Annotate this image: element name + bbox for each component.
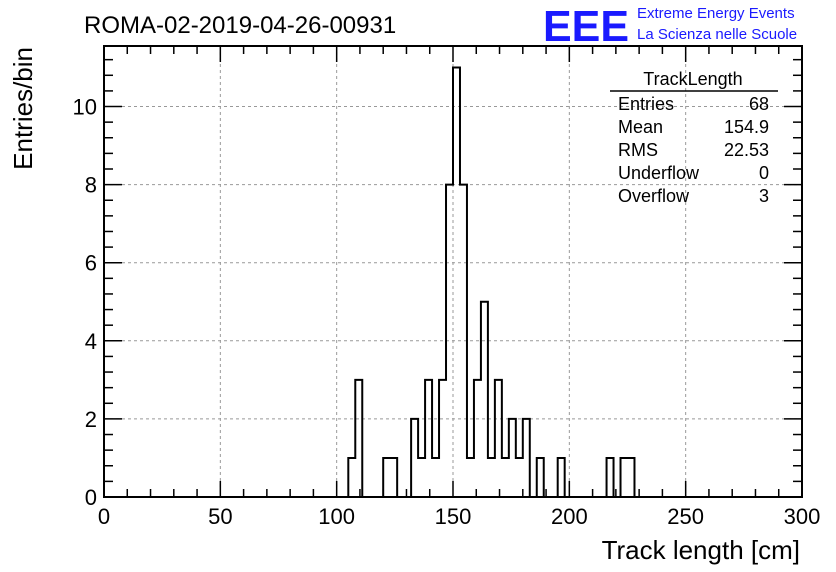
y-tick-labels: 0 2 4 6 8 10 <box>73 95 97 510</box>
stats-box: TrackLength Entries 68 Mean 154.9 RMS 22.53 Un… <box>610 69 778 206</box>
y-axis-label: Entries/bin <box>8 47 38 170</box>
x-tick-label: 150 <box>435 504 472 529</box>
histogram-bin <box>509 419 516 497</box>
histogram-bin <box>418 458 425 497</box>
stats-label: Overflow <box>618 186 690 206</box>
histogram-bin <box>516 458 523 497</box>
stats-value: 68 <box>749 94 769 114</box>
histogram-bin <box>432 458 439 497</box>
histogram-bin <box>481 302 488 497</box>
histogram-bin <box>621 458 628 497</box>
stats-label: Mean <box>618 117 663 137</box>
stats-rows: Entries 68 Mean 154.9 RMS 22.53 Underflow 0 Over… <box>618 94 769 206</box>
x-tick-label: 300 <box>784 504 821 529</box>
histogram-bin <box>383 458 390 497</box>
histogram-bin <box>558 458 565 497</box>
x-tick-label: 250 <box>667 504 704 529</box>
histogram-bin <box>439 380 446 497</box>
histogram-bin <box>348 458 355 497</box>
histogram-bin <box>411 419 418 497</box>
histogram-bars <box>347 66 636 497</box>
histogram-bin <box>355 380 362 497</box>
histogram-bin <box>628 458 635 497</box>
histogram-bin <box>502 458 509 497</box>
x-tick-labels: 0 50 100 150 200 250 300 <box>98 504 820 529</box>
eee-logo-text: EEE <box>543 2 629 51</box>
stats-value: 3 <box>759 186 769 206</box>
y-tick-label: 0 <box>85 485 97 510</box>
stats-value: 0 <box>759 163 769 183</box>
stats-label: Underflow <box>618 163 700 183</box>
x-tick-label: 200 <box>551 504 588 529</box>
histogram-outline <box>347 66 636 497</box>
histogram-bin <box>390 458 397 497</box>
axis-ticks <box>103 46 803 498</box>
y-tick-label: 8 <box>85 173 97 198</box>
y-tick-label: 2 <box>85 407 97 432</box>
stats-value: 22.53 <box>724 140 769 160</box>
logo-line-2: La Scienza nelle Scuole <box>637 26 797 43</box>
y-tick-label: 4 <box>85 329 97 354</box>
histogram-bin <box>607 458 614 497</box>
histogram-bin <box>537 458 544 497</box>
histogram-bin <box>467 458 474 497</box>
histogram-bin <box>495 380 502 497</box>
x-tick-label: 0 <box>98 504 110 529</box>
run-title: ROMA-02-2019-04-26-00931 <box>84 12 396 39</box>
histogram-bin <box>523 419 530 497</box>
stats-title: TrackLength <box>643 69 742 89</box>
y-tick-label: 6 <box>85 251 97 276</box>
x-axis-label: Track length [cm] <box>602 535 800 565</box>
eee-logo: EEE Extreme Energy Events La Scienza nel… <box>543 2 797 51</box>
histogram-bin <box>488 458 495 497</box>
stats-label: RMS <box>618 140 658 160</box>
x-tick-label: 50 <box>208 504 232 529</box>
logo-line-1: Extreme Energy Events <box>637 5 795 22</box>
y-tick-label: 10 <box>73 95 97 120</box>
stats-value: 154.9 <box>724 117 769 137</box>
histogram-bin <box>453 67 460 497</box>
histogram-bin <box>474 380 481 497</box>
histogram-bin <box>425 380 432 497</box>
x-tick-label: 100 <box>318 504 355 529</box>
stats-label: Entries <box>618 94 674 114</box>
